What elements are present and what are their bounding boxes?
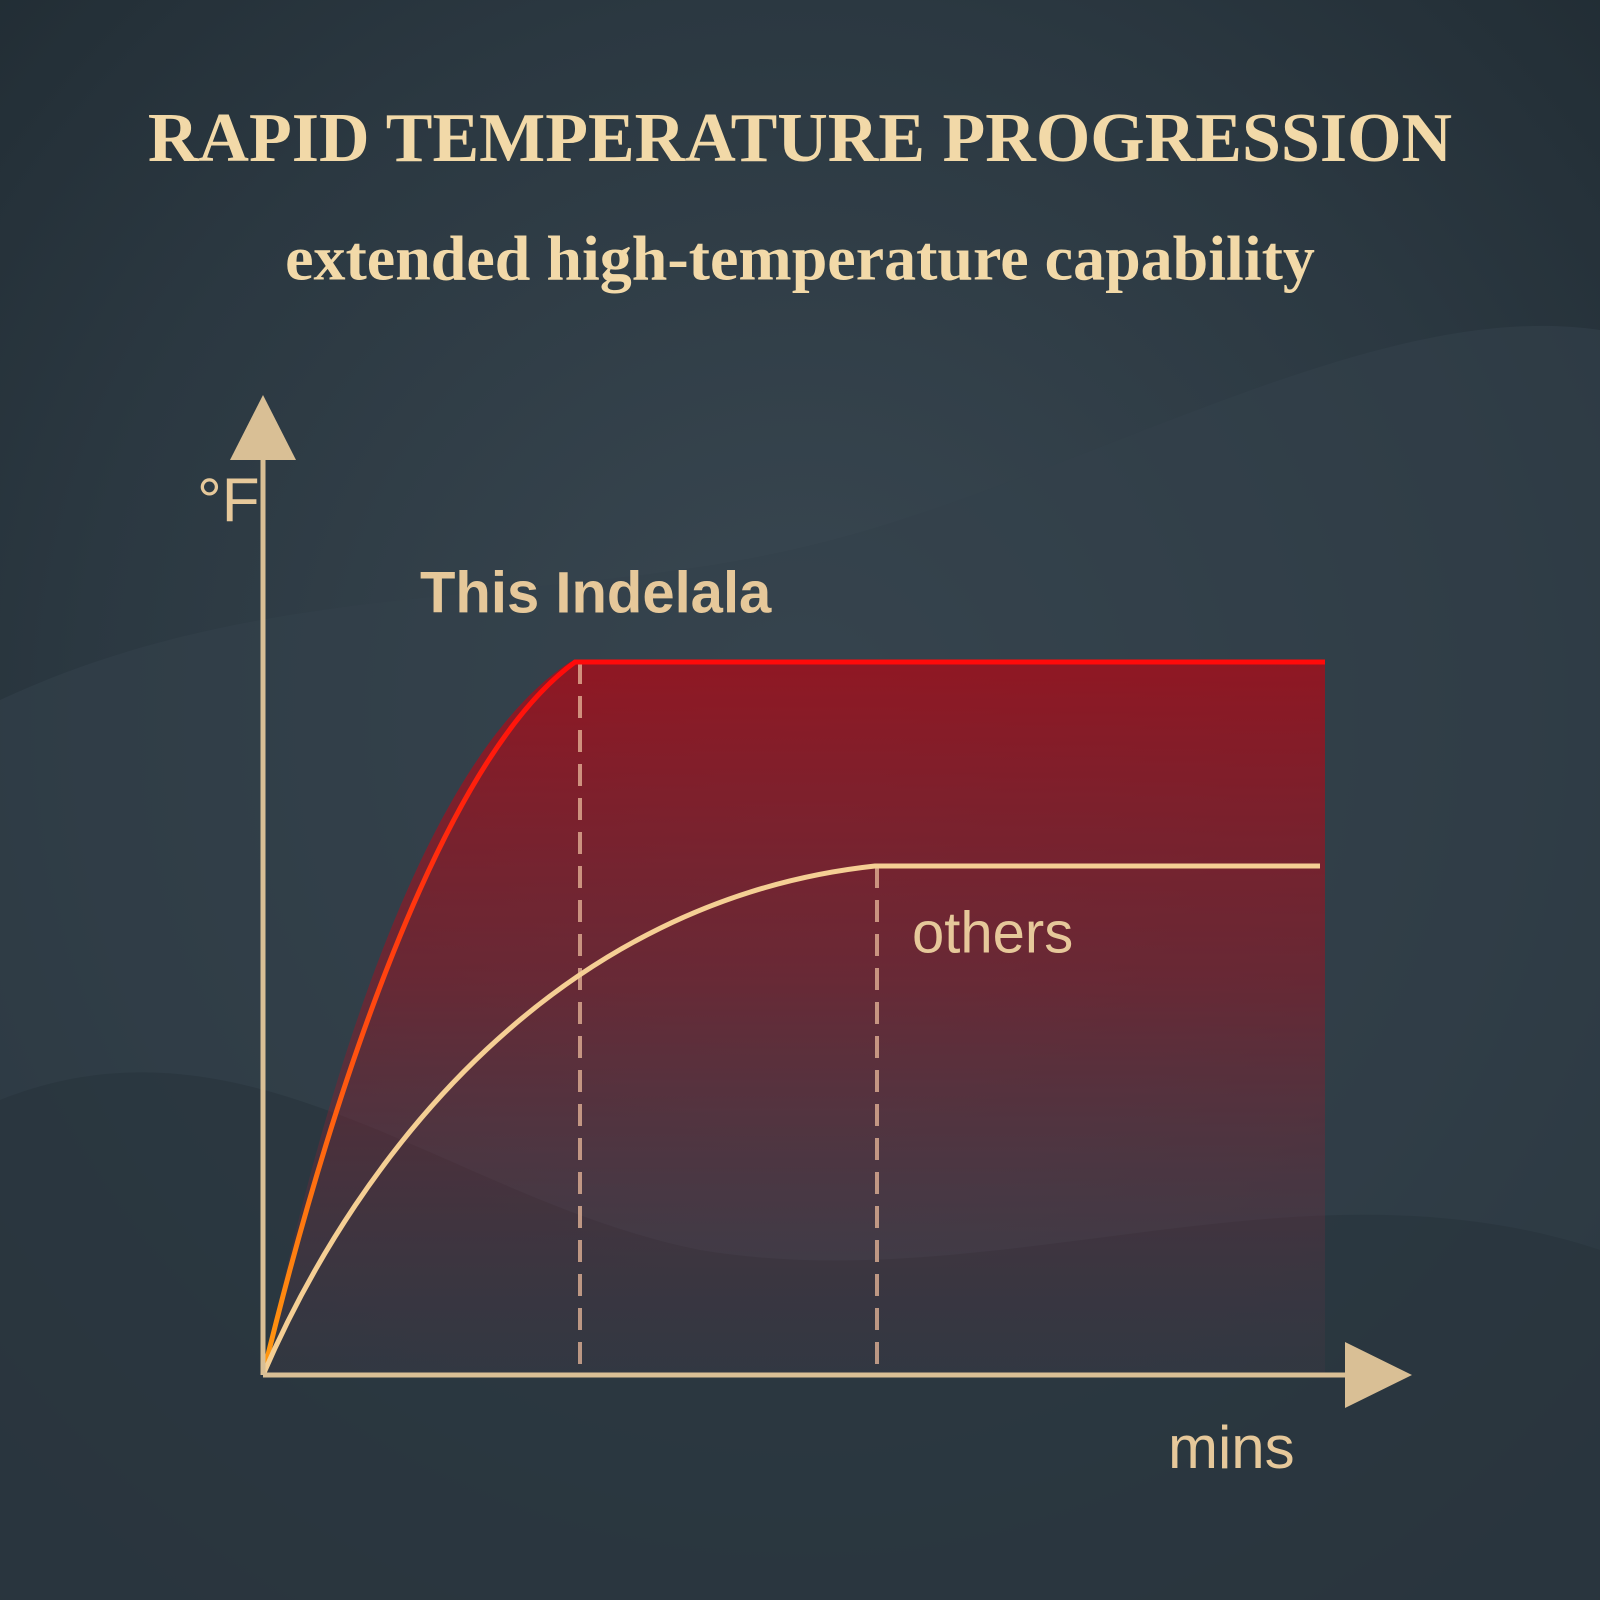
curve-label: others bbox=[912, 900, 1073, 965]
subtitle: extended high-temperature capability bbox=[285, 223, 1315, 294]
heat-area bbox=[263, 662, 1325, 1375]
y-axis-arrow bbox=[230, 395, 296, 460]
y-axis-label: °F bbox=[197, 466, 260, 535]
x-axis-arrow bbox=[1345, 1342, 1412, 1408]
curve-label: This Indelala bbox=[420, 560, 772, 625]
title: RAPID TEMPERATURE PROGRESSION bbox=[148, 100, 1452, 177]
indelala-curve bbox=[260, 659, 1325, 1376]
others-curve bbox=[260, 863, 1320, 1376]
x-axis-label: mins bbox=[1168, 1414, 1295, 1481]
